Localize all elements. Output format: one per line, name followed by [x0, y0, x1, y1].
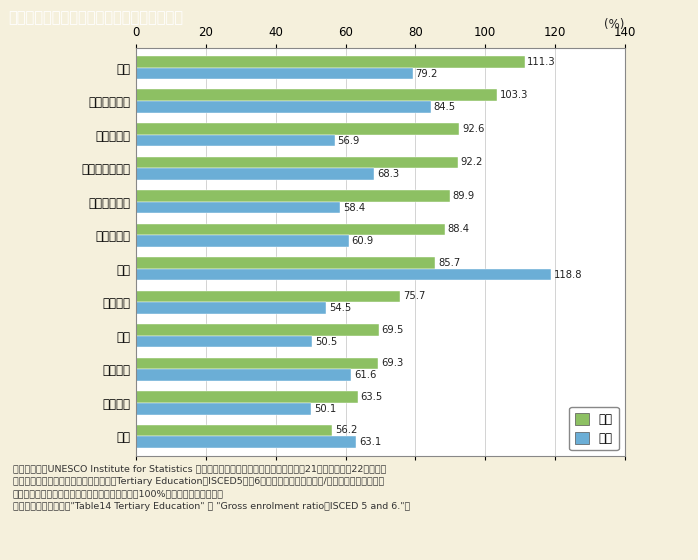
Text: 69.3: 69.3: [381, 358, 403, 368]
Legend: 女性, 男性: 女性, 男性: [570, 407, 619, 450]
Text: 50.1: 50.1: [314, 404, 336, 414]
Text: 68.3: 68.3: [377, 169, 399, 179]
Text: 63.5: 63.5: [361, 392, 383, 402]
Bar: [136, 302, 327, 314]
Bar: [136, 436, 357, 448]
Text: (%): (%): [604, 18, 625, 31]
Text: 118.8: 118.8: [554, 269, 582, 279]
Text: 60.9: 60.9: [351, 236, 373, 246]
Bar: [136, 269, 551, 281]
Bar: [136, 235, 349, 247]
Text: 88.4: 88.4: [447, 225, 470, 235]
Text: 92.2: 92.2: [461, 157, 483, 167]
Bar: [136, 424, 332, 436]
Bar: [136, 123, 459, 135]
Text: 79.2: 79.2: [415, 68, 438, 78]
Bar: [136, 403, 311, 414]
Text: 84.5: 84.5: [434, 102, 456, 112]
Bar: [136, 168, 374, 180]
Bar: [136, 190, 450, 202]
Text: 50.5: 50.5: [315, 337, 337, 347]
Text: 56.2: 56.2: [335, 426, 357, 436]
Text: 61.6: 61.6: [354, 370, 376, 380]
Bar: [136, 223, 445, 235]
Text: 56.9: 56.9: [338, 136, 360, 146]
Text: 54.5: 54.5: [329, 303, 351, 313]
Bar: [136, 135, 335, 147]
Text: 63.1: 63.1: [359, 437, 381, 447]
Text: 92.6: 92.6: [462, 124, 484, 134]
Text: 111.3: 111.3: [527, 57, 556, 67]
Text: （備考）１．UNESCO Institute for Statistics ウェブサイトより作成。デンマークは平成21年，その他は22年時点。
　　　　２．在学: （備考）１．UNESCO Institute for Statistics ウェ…: [13, 465, 410, 511]
Bar: [136, 90, 497, 101]
Bar: [136, 257, 436, 269]
Bar: [136, 101, 431, 113]
Text: 58.4: 58.4: [343, 203, 365, 213]
Text: 75.7: 75.7: [403, 291, 426, 301]
Bar: [136, 68, 413, 80]
Text: 103.3: 103.3: [500, 90, 528, 100]
Text: 第１－７－２図　高等教育在学率の国際比較: 第１－７－２図 高等教育在学率の国際比較: [8, 10, 184, 25]
Text: 69.5: 69.5: [381, 325, 404, 335]
Bar: [136, 357, 378, 369]
Bar: [136, 291, 401, 302]
Bar: [136, 324, 378, 336]
Text: 89.9: 89.9: [452, 191, 475, 201]
Bar: [136, 336, 313, 348]
Bar: [136, 391, 358, 403]
Bar: [136, 156, 458, 168]
Bar: [136, 202, 340, 213]
Bar: [136, 56, 525, 68]
Bar: [136, 369, 351, 381]
Text: 85.7: 85.7: [438, 258, 460, 268]
